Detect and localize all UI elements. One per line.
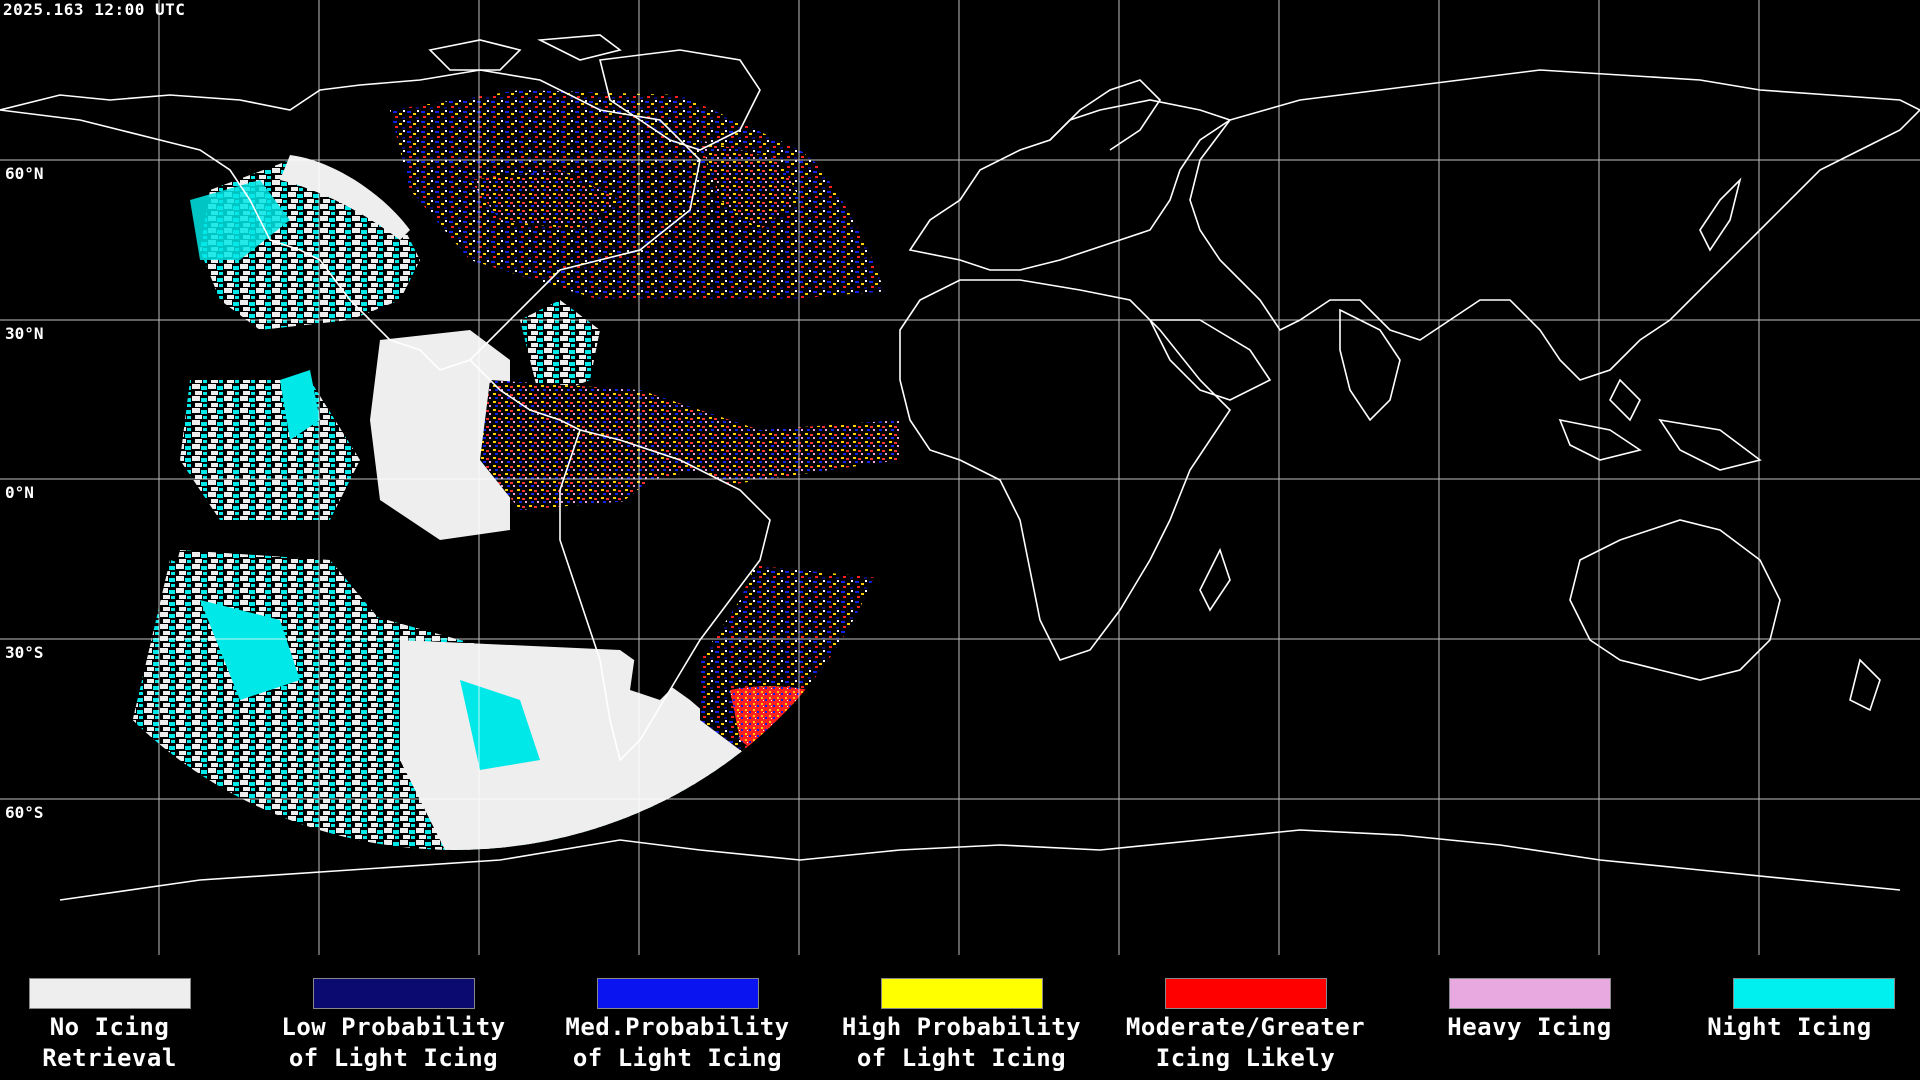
legend-swatch [1165,978,1327,1009]
lat-label-60s: 60°S [5,803,44,822]
satellite-disk [100,90,900,850]
lat-label-0n: 0°N [5,483,34,502]
legend-swatch [597,978,759,1009]
legend-label: No Icing Retrieval [42,1013,177,1072]
legend-label: Heavy Icing [1447,1013,1612,1041]
icing-legend: No Icing Retrieval Low Probability of Ligh… [0,960,1920,1080]
legend-label: Night Icing [1707,1013,1872,1041]
legend-label: Moderate/Greater Icing Likely [1125,1013,1366,1072]
legend-label: Low Probability of Light Icing [281,1013,506,1072]
legend-swatch [1733,978,1895,1009]
legend-label: High Probability of Light Icing [841,1013,1082,1072]
lat-label-60n: 60°N [5,164,44,183]
timestamp-label: 2025.163 12:00 UTC [3,0,186,19]
coastlines [0,34,1920,901]
world-map [0,0,1920,955]
graticule [0,0,1920,955]
legend-swatch [29,978,191,1009]
legend-swatch [1449,978,1611,1009]
lat-label-30s: 30°S [5,643,44,662]
legend-label: Med.Probability of Light Icing [565,1013,790,1072]
lat-label-30n: 30°N [5,324,44,343]
legend-swatch [313,978,475,1009]
legend-swatch [881,978,1043,1009]
